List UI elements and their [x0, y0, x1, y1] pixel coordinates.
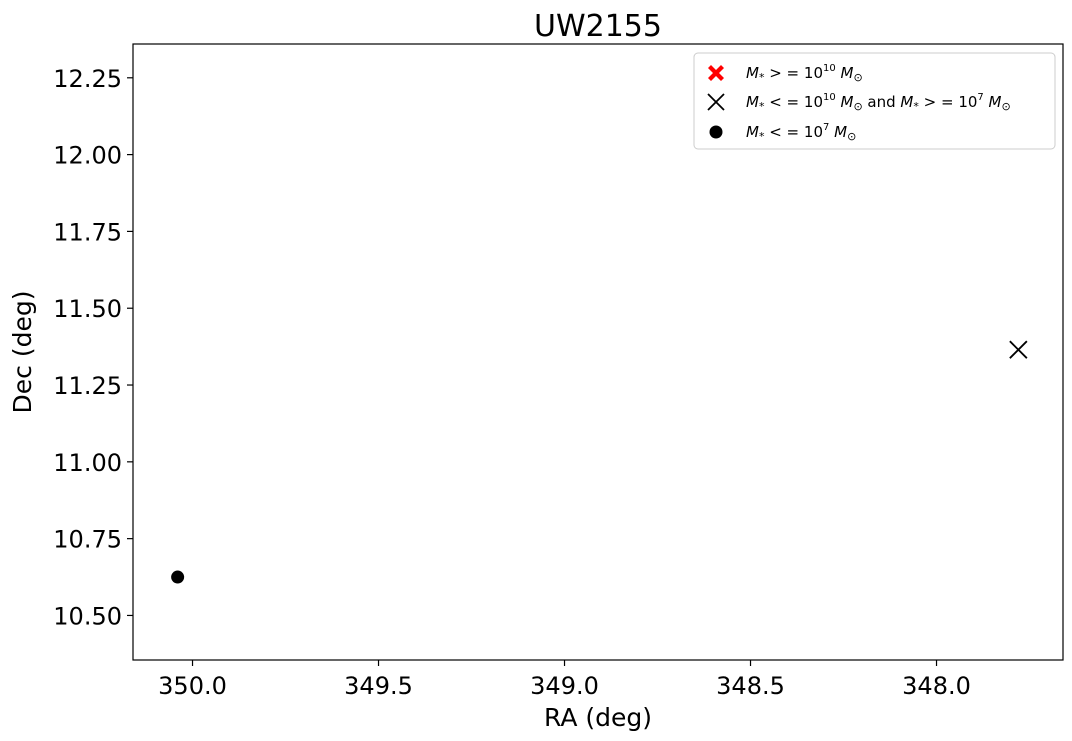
chart-title: UW2155: [534, 9, 662, 44]
y-tick-label: 11.50: [53, 295, 122, 323]
plot-area: [132, 43, 1064, 661]
x-tick-label: 349.5: [344, 672, 413, 700]
data-point-x: [1009, 340, 1028, 359]
y-tick-label: 12.00: [53, 142, 122, 170]
y-tick-label: 11.00: [53, 449, 122, 477]
legend-marker-circle-icon: [709, 125, 723, 139]
legend: M* > = 1010 M⊙ M* < = 1010 M⊙ and M* > =…: [693, 52, 1056, 150]
x-tick-label: 348.0: [902, 672, 971, 700]
x-tick-label: 350.0: [158, 672, 227, 700]
y-tick-label: 12.25: [53, 65, 122, 93]
y-tick-label: 11.25: [53, 372, 122, 400]
x-tick-label: 348.5: [716, 672, 785, 700]
y-tick-label: 11.75: [53, 218, 122, 246]
x-axis-label: RA (deg): [544, 703, 652, 732]
legend-entry-high-mass: M* > = 1010 M⊙: [746, 63, 863, 84]
x-tick-label: 349.0: [530, 672, 599, 700]
plot-frame: [132, 43, 1064, 661]
data-point-circle: [171, 570, 185, 584]
legend-marker-filled-x-icon: [708, 65, 724, 81]
legend-marker-x-icon: [707, 93, 725, 111]
data-points: [171, 340, 1028, 584]
legend-box: [693, 52, 1056, 150]
y-tick-label: 10.50: [53, 602, 122, 630]
y-axis: 10.50 10.75 11.00 11.25 11.50 11.75 12.00 12.25: [53, 65, 133, 630]
legend-entry-mid-mass: M* < = 1010 M⊙ and M* > = 107 M⊙: [746, 92, 1011, 113]
legend-entry-low-mass: M* < = 107 M⊙: [746, 122, 856, 143]
y-tick-label: 10.75: [53, 526, 122, 554]
y-axis-label: Dec (deg): [8, 291, 37, 414]
